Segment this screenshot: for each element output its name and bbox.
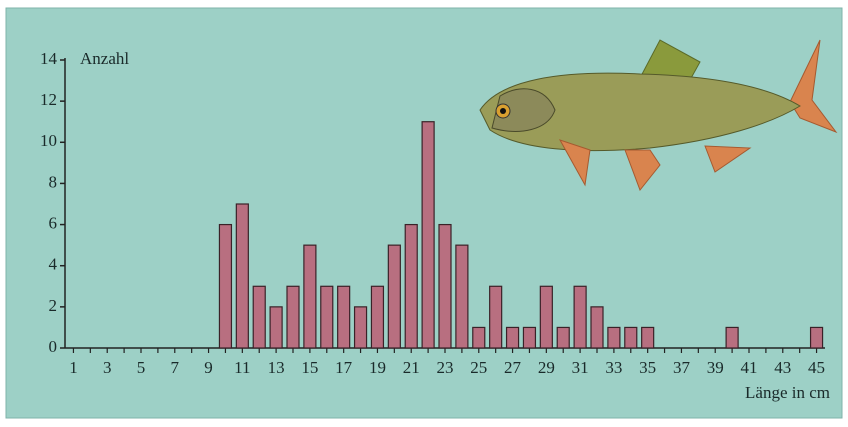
y-tick-label: 8 [49,172,58,191]
x-tick-label: 25 [470,358,487,377]
bar [320,285,334,349]
x-tick-label: 45 [808,358,825,377]
x-tick-label: 31 [572,358,589,377]
y-tick-label: 12 [40,90,57,109]
x-tick-label: 29 [538,358,555,377]
x-tick-label: 39 [707,358,724,377]
bar [607,326,621,349]
bar [303,244,317,349]
x-tick-label: 11 [234,358,250,377]
bar [573,285,587,349]
x-tick-label: 37 [673,358,691,377]
x-axis-label: Länge in cm [745,383,830,402]
bar [725,326,739,349]
x-tick-label: 21 [403,358,420,377]
bar [624,326,638,349]
x-tick-label: 7 [171,358,180,377]
bar [370,285,385,349]
bar [539,285,553,349]
x-tick-label: 33 [605,358,622,377]
bar [387,244,401,349]
x-tick-label: 9 [204,358,213,377]
y-tick-label: 6 [49,213,58,232]
y-tick-label: 0 [49,337,58,356]
x-tick-label: 27 [504,358,522,377]
bar [286,285,300,349]
bar [353,306,368,349]
x-tick-label: 3 [103,358,112,377]
bar [337,285,351,349]
y-tick-label: 14 [40,49,58,68]
bar [641,326,655,349]
y-axis-label: Anzahl [80,49,129,68]
y-tick-label: 10 [40,131,57,150]
x-tick-label: 35 [639,358,656,377]
bar [438,223,452,349]
y-tick-label: 4 [49,255,58,274]
x-tick-label: 41 [741,358,758,377]
fish-illustration [479,39,838,191]
bar [505,326,520,349]
y-tick-label: 2 [49,296,58,315]
x-tick-label: 17 [335,358,353,377]
bar [404,223,418,349]
bar [590,306,604,349]
bar [556,326,570,349]
bar [455,244,469,349]
bar [235,203,249,349]
x-tick-label: 43 [774,358,791,377]
bar [522,326,537,349]
bar [421,121,435,349]
bar [269,306,283,349]
bar [252,285,266,349]
bar [809,326,824,349]
bar [218,223,233,349]
x-tick-label: 19 [369,358,386,377]
x-tick-label: 15 [301,358,318,377]
bar [489,285,503,349]
x-tick-label: 13 [268,358,285,377]
x-tick-label: 23 [437,358,454,377]
bar [472,326,486,349]
x-tick-label: 5 [137,358,146,377]
x-tick-label: 1 [69,358,78,377]
